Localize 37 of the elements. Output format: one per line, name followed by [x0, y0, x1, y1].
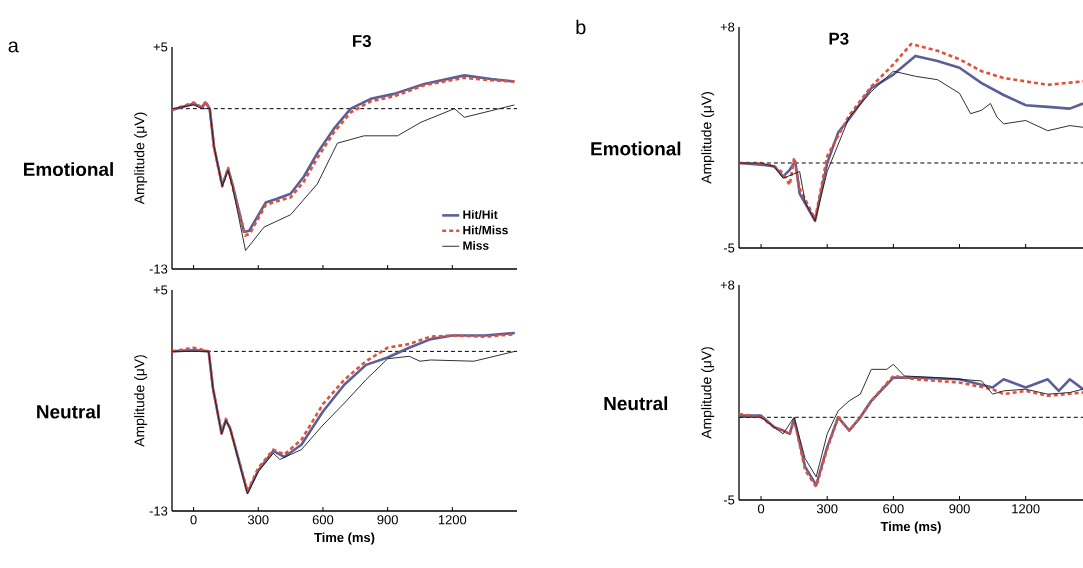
text: Emotional: [591, 141, 681, 156]
x-axis-title: Time (ms): [880, 521, 941, 534]
x-tick-label: 900: [377, 515, 398, 525]
x-tick-label: 900: [949, 504, 970, 514]
x-tick-label: 1200: [1012, 504, 1040, 514]
legend-label: Hit/Hit: [463, 210, 498, 220]
y-tick-label: +8: [720, 22, 735, 32]
y-tick-label: +5: [153, 285, 168, 295]
text: a: [8, 41, 19, 53]
y-axis-title: Amplitude (μV): [134, 355, 148, 447]
x-axis-title: Time (ms): [314, 532, 375, 545]
y-tick-label: -13: [149, 506, 168, 516]
x-tick-label: 0: [757, 504, 765, 514]
legend-label: Hit/Miss: [463, 225, 508, 235]
chart-title: P3: [829, 32, 849, 45]
y-tick-label: -13: [149, 264, 168, 274]
legend-label: Miss: [463, 241, 489, 250]
y-axis-title: Amplitude (μV): [134, 112, 148, 205]
x-tick-label: 0: [190, 515, 197, 525]
line-series: [738, 363, 1083, 478]
y-axis-title: Amplitude (μV): [701, 347, 715, 439]
text: Emotional: [24, 162, 113, 177]
y-axis-title: Amplitude (μV): [701, 92, 715, 184]
y-tick-label: -5: [723, 495, 735, 505]
x-tick-label: 1200: [438, 515, 467, 525]
y-tick-label: -5: [723, 243, 735, 253]
x-tick-label: 600: [883, 504, 904, 514]
x-tick-label: 600: [312, 515, 334, 525]
x-tick-label: 300: [816, 504, 838, 514]
text: b: [576, 19, 586, 35]
line-series: [171, 104, 515, 251]
x-tick-label: 300: [247, 515, 269, 525]
y-tick-label: +5: [153, 42, 168, 52]
y-tick-label: +8: [720, 280, 735, 290]
text: Neutral: [604, 396, 668, 411]
text: Neutral: [37, 404, 100, 419]
chart-title: F3: [353, 35, 372, 48]
